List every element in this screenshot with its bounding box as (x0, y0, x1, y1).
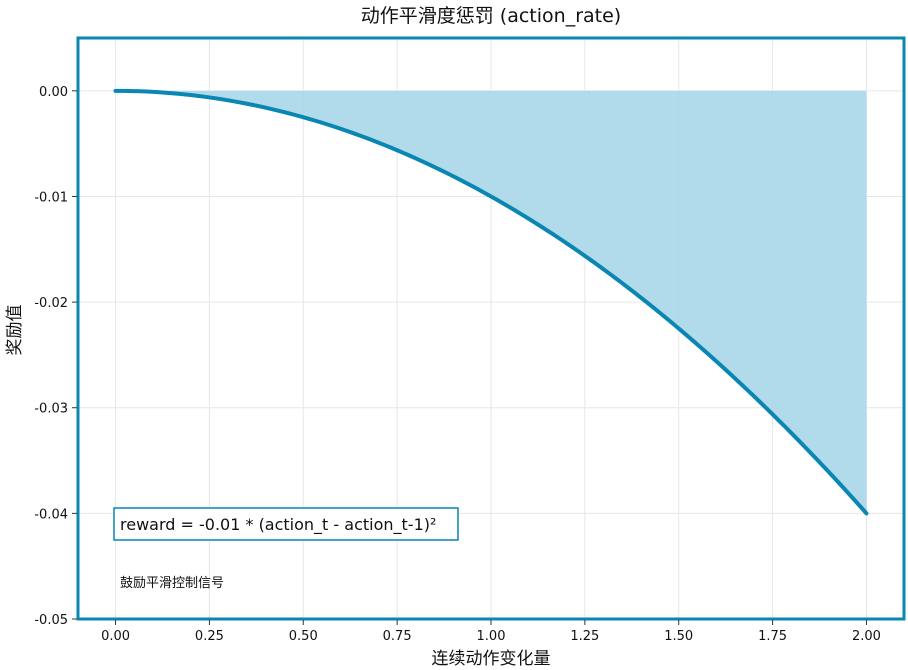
y-tick-label: -0.02 (34, 296, 68, 311)
x-tick-label: 1.00 (477, 629, 506, 644)
y-axis-label: 奖励值 (5, 305, 25, 356)
x-tick-label: 2.00 (852, 629, 881, 644)
formula-annotation-box (113, 507, 459, 541)
x-tick-label: 0.00 (101, 629, 130, 644)
x-tick-label: 1.75 (758, 629, 787, 644)
y-tick-label: -0.04 (34, 507, 68, 522)
x-tick-label: 0.75 (383, 629, 412, 644)
x-axis-label: 连续动作变化量 (432, 649, 551, 669)
note-annotation: 鼓励平滑控制信号 (120, 576, 224, 591)
x-tick-label: 0.50 (289, 629, 318, 644)
fill-area (115, 90, 867, 514)
x-tick-label: 0.25 (195, 629, 224, 644)
x-tick-label: 1.50 (664, 629, 693, 644)
x-tick-label: 1.25 (570, 629, 599, 644)
y-tick-label: -0.05 (34, 613, 68, 628)
y-axis: 0.00 -0.01 -0.02 -0.03 -0.04 -0.05 (34, 85, 77, 628)
y-tick-label: -0.03 (34, 402, 68, 417)
plot-frame (76, 36, 906, 621)
formula-annotation: reward = -0.01 * (action_t - action_t-1)… (120, 515, 436, 535)
series-line (113, 88, 869, 516)
y-tick-label: -0.01 (34, 190, 68, 205)
y-tick-label: 0.00 (39, 85, 68, 100)
x-axis: 0.00 0.25 0.50 0.75 1.00 1.25 1.50 1.75 2.00 (101, 620, 881, 644)
chart-title: 动作平滑度惩罚 (action_rate) (361, 5, 621, 27)
